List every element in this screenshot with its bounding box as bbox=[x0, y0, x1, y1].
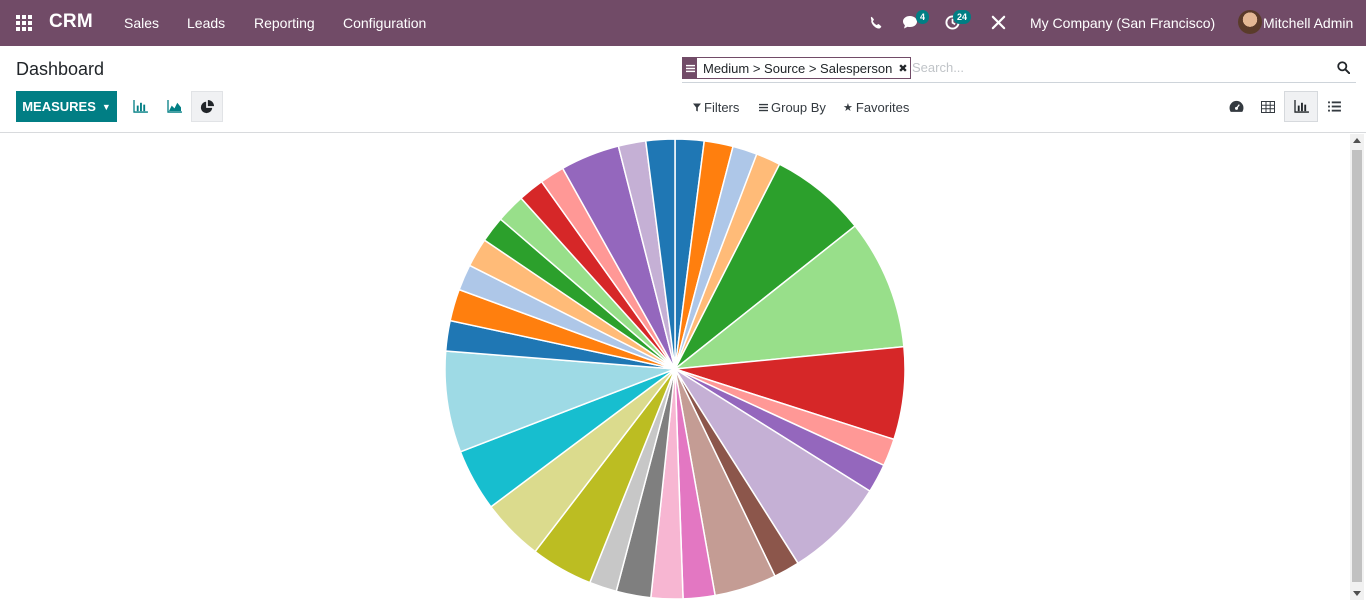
line-chart-button[interactable] bbox=[158, 91, 190, 122]
top-navbar: CRM Sales Leads Reporting Configuration … bbox=[0, 0, 1366, 46]
scroll-up-arrow-icon[interactable] bbox=[1353, 138, 1361, 143]
group-by-label: Group By bbox=[771, 100, 826, 115]
pivot-view-button[interactable] bbox=[1251, 91, 1285, 122]
measures-label: MEASURES bbox=[22, 99, 96, 114]
messages-badge: 4 bbox=[916, 10, 930, 24]
tools-icon[interactable] bbox=[991, 15, 1006, 30]
dashboard-view-button[interactable] bbox=[1219, 91, 1253, 122]
dashboard-icon bbox=[1229, 100, 1243, 112]
vertical-scrollbar[interactable] bbox=[1350, 134, 1364, 600]
filters-label: Filters bbox=[704, 100, 740, 115]
group-by-button[interactable]: Group By bbox=[759, 100, 826, 115]
list-view-button[interactable] bbox=[1317, 91, 1351, 122]
facet-remove-icon[interactable]: ✖ bbox=[898, 62, 908, 75]
graph-icon bbox=[1293, 100, 1309, 113]
pie-chart-icon bbox=[200, 99, 214, 113]
search-facet: Medium > Source > Salesperson ✖ bbox=[682, 57, 912, 79]
filters-button[interactable]: Filters bbox=[693, 100, 739, 115]
pie-chart bbox=[444, 138, 906, 600]
filter-icon bbox=[693, 103, 701, 112]
apps-grid-icon[interactable] bbox=[16, 15, 32, 31]
bar-chart-icon bbox=[132, 100, 148, 113]
control-panel: Dashboard Medium > Source > Salesperson … bbox=[0, 46, 1366, 133]
search-icon[interactable] bbox=[1337, 61, 1350, 74]
page-title: Dashboard bbox=[16, 59, 105, 79]
menu-sales[interactable]: Sales bbox=[124, 15, 160, 31]
company-switcher[interactable]: My Company (San Francisco) bbox=[1030, 15, 1216, 31]
list-icon bbox=[1327, 101, 1341, 112]
user-avatar[interactable] bbox=[1238, 10, 1262, 34]
group-by-icon bbox=[683, 58, 697, 78]
search-input[interactable] bbox=[912, 60, 1312, 75]
favorites-label: Favorites bbox=[855, 100, 910, 115]
user-menu[interactable]: Mitchell Admin bbox=[1263, 15, 1354, 31]
graph-view-button[interactable] bbox=[1284, 91, 1318, 122]
chat-icon[interactable] bbox=[902, 15, 918, 30]
activities-badge: 24 bbox=[953, 10, 972, 24]
pie-slice[interactable] bbox=[674, 368, 871, 565]
bar-chart-button[interactable] bbox=[124, 91, 156, 122]
pie-slice[interactable] bbox=[444, 350, 676, 453]
pie-slice[interactable] bbox=[672, 224, 905, 370]
search-bar[interactable]: Medium > Source > Salesperson ✖ bbox=[682, 57, 1356, 83]
pie-chart-button[interactable] bbox=[191, 91, 223, 122]
menu-configuration[interactable]: Configuration bbox=[343, 15, 427, 31]
measures-button[interactable]: MEASURES ▼ bbox=[16, 91, 117, 122]
pivot-icon bbox=[1261, 100, 1275, 113]
phone-icon[interactable] bbox=[869, 16, 882, 29]
app-name[interactable]: CRM bbox=[49, 11, 93, 32]
caret-down-icon: ▼ bbox=[101, 101, 111, 112]
menu-leads[interactable]: Leads bbox=[187, 15, 226, 31]
favorites-button[interactable]: ★ Favorites bbox=[843, 100, 909, 115]
graph-content bbox=[0, 134, 1366, 600]
line-chart-icon bbox=[166, 100, 182, 113]
scroll-down-arrow-icon[interactable] bbox=[1353, 591, 1361, 596]
star-icon: ★ bbox=[843, 102, 853, 114]
menu-reporting[interactable]: Reporting bbox=[254, 15, 315, 31]
scroll-thumb[interactable] bbox=[1352, 150, 1362, 582]
bars-icon bbox=[759, 103, 768, 112]
pie-slice[interactable] bbox=[644, 138, 676, 370]
facet-value: Medium > Source > Salesperson bbox=[703, 60, 893, 76]
